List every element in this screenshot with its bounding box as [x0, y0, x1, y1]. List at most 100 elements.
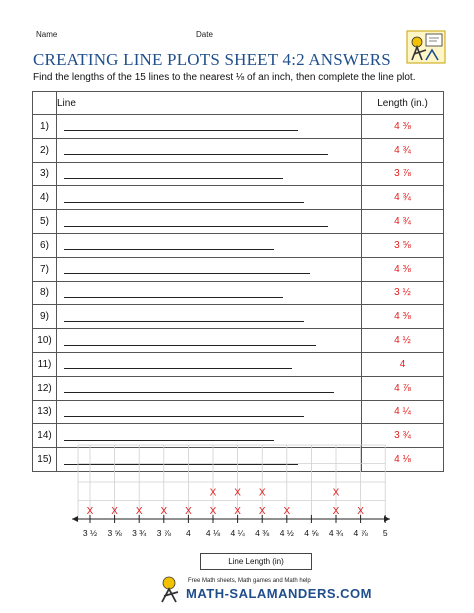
measure-line [64, 130, 298, 132]
plot-x-mark: X [87, 506, 94, 517]
measure-line [64, 296, 283, 298]
table-row: 5) 4 ¾ [32, 209, 444, 234]
table-row: 4) 4 ¾ [32, 185, 444, 211]
row-number: 8) [32, 280, 57, 306]
tick-label: 3 ⅞ [157, 528, 172, 538]
plot-x-mark: X [160, 506, 167, 517]
salamander-footer-logo-icon [161, 576, 179, 603]
tick-label: 4 ⅛ [206, 528, 221, 538]
measure-line [64, 392, 334, 394]
row-number: 5) [32, 209, 57, 234]
plot-x-mark: X [357, 506, 364, 517]
plot-x-mark: X [210, 488, 217, 499]
row-number: 11) [32, 351, 57, 377]
row-line-cell [56, 328, 362, 353]
table-row: 11) 4 [32, 351, 444, 377]
measure-line [64, 201, 304, 203]
measure-line [64, 344, 316, 346]
measure-line [64, 273, 310, 275]
row-line-cell [56, 232, 362, 258]
plot-x-mark: X [259, 506, 266, 517]
table-row: 7) 4 ⅜ [32, 256, 444, 282]
row-length-answer: 4 [361, 351, 444, 377]
measure-line [64, 320, 304, 322]
row-length-answer: 3 ⅞ [361, 161, 444, 187]
plot-x-mark: X [185, 506, 192, 517]
row-length-answer: 4 ⅜ [361, 256, 444, 282]
row-length-answer: 3 ½ [361, 280, 444, 306]
row-line-cell [56, 375, 362, 401]
tick-label: 4 ⅝ [304, 528, 319, 538]
footer-tagline: Free Math sheets, Math games and Math he… [188, 578, 311, 584]
header-number [32, 91, 57, 115]
tick-label: 4 ⅞ [354, 528, 369, 538]
footer-brand: MATH-SALAMANDERS.COM [186, 586, 372, 601]
page-title: CREATING LINE PLOTS SHEET 4:2 ANSWERS [33, 50, 391, 69]
tick-label: 5 [383, 528, 388, 538]
table-row: 14) 3 ¾ [32, 423, 444, 449]
row-number: 4) [32, 185, 57, 211]
line-plot: 3 ½ 3 ⅝ 3 ¾ 3 ⅞ 4 4 ⅛ 4 ¼ 4 ⅜ 4 ½ 4 ⅝ 4 ¾ 4 ⅞ 5 X X X X X… [72, 444, 390, 538]
row-length-answer: 4 ⅜ [361, 114, 444, 139]
tick-label: 3 ¾ [132, 528, 147, 538]
row-line-cell [56, 185, 362, 211]
table-row: 12) 4 ⅞ [32, 375, 444, 401]
row-line-cell [56, 280, 362, 306]
tick-label: 4 ½ [280, 528, 294, 538]
measure-line [64, 368, 292, 370]
row-number: 12) [32, 375, 57, 401]
table-row: 1) 4 ⅜ [32, 114, 444, 139]
instructions: Find the lengths of the 15 lines to the … [33, 72, 416, 83]
plot-x-mark: X [136, 506, 143, 517]
table-row: 3) 3 ⅞ [32, 161, 444, 187]
row-line-cell [56, 256, 362, 282]
row-length-answer: 3 ⅝ [361, 232, 444, 258]
header-line: Line [56, 91, 362, 115]
row-number: 3) [32, 161, 57, 187]
row-length-answer: 4 ⅜ [361, 304, 444, 330]
measure-line [64, 225, 328, 227]
row-number: 6) [32, 232, 57, 258]
table-row: 8) 3 ½ [32, 280, 444, 306]
row-number: 7) [32, 256, 57, 282]
row-number: 10) [32, 328, 57, 353]
lines-table: Line Length (in.) 1) 4 ⅜ 2) 4 ¾ 3) 3 ⅞ 4) 4 ¾ 5)… [32, 91, 444, 472]
axis-title: Line Length (in) [200, 553, 312, 570]
row-number: 9) [32, 304, 57, 330]
row-number: 15) [32, 447, 57, 472]
table-row: 2) 4 ¾ [32, 137, 444, 163]
table-row: 6) 3 ⅝ [32, 232, 444, 258]
row-number: 14) [32, 423, 57, 449]
row-length-answer: 4 ¾ [361, 185, 444, 211]
table-header-row: Line Length (in.) [32, 91, 444, 115]
plot-x-mark: X [283, 506, 290, 517]
measure-line [64, 439, 274, 441]
tick-label: 4 ⅜ [255, 528, 270, 538]
row-line-cell [56, 351, 362, 377]
measure-line [64, 154, 328, 156]
date-label: Date [196, 30, 213, 39]
tick-label: 4 ¼ [231, 528, 246, 538]
row-length-answer: 4 ⅞ [361, 375, 444, 401]
axis-arrow-left [72, 516, 78, 522]
plot-x-mark: X [234, 506, 241, 517]
tick-label: 3 ½ [83, 528, 97, 538]
plot-x-mark: X [333, 506, 340, 517]
row-line-cell [56, 161, 362, 187]
row-length-answer: 4 ½ [361, 328, 444, 353]
row-line-cell [56, 209, 362, 234]
tick-label: 4 [186, 528, 191, 538]
tick-label: 3 ⅝ [108, 528, 123, 538]
table-row: 13) 4 ¼ [32, 399, 444, 425]
row-number: 2) [32, 137, 57, 163]
measure-line [64, 463, 298, 465]
row-length-answer: 3 ¾ [361, 423, 444, 449]
plot-x-mark: X [111, 506, 118, 517]
tick-label: 4 ¾ [329, 528, 344, 538]
row-length-answer: 4 ¾ [361, 209, 444, 234]
row-length-answer: 4 ¾ [361, 137, 444, 163]
measure-line [64, 249, 274, 251]
row-line-cell [56, 399, 362, 425]
row-line-cell [56, 137, 362, 163]
row-length-answer: 4 ¼ [361, 399, 444, 425]
